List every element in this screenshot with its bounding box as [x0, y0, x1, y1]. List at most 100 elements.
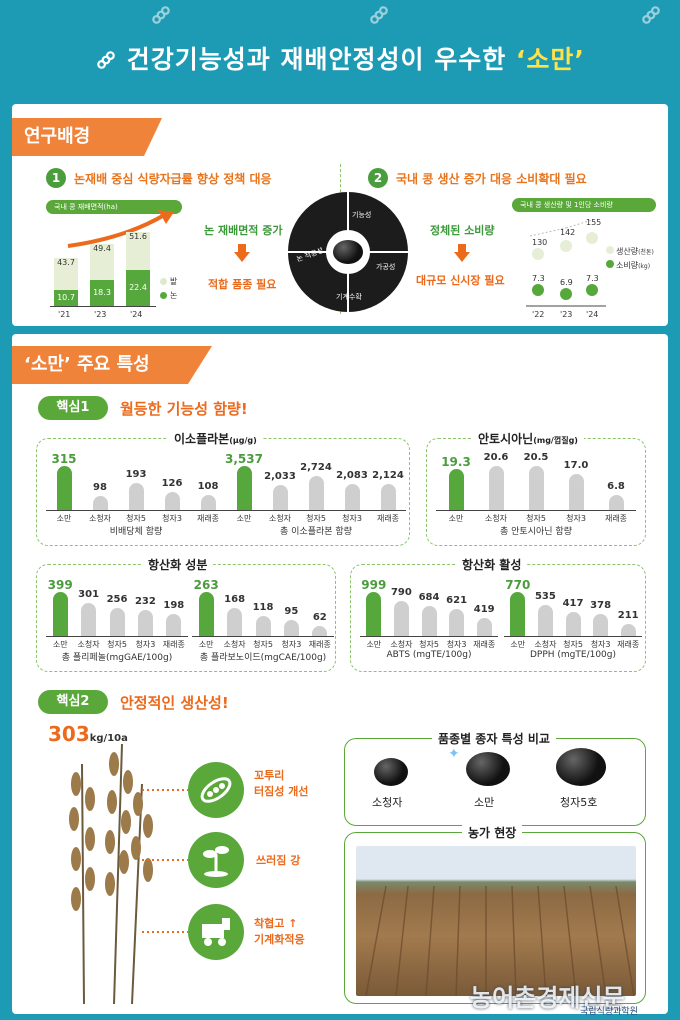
bar — [166, 614, 182, 636]
legend-dot — [160, 278, 167, 285]
soybean-pod-icon — [152, 6, 170, 24]
down-arrow-icon — [234, 244, 250, 262]
bar-value: 2,033 — [264, 470, 296, 482]
chart-subtitle: 총 폴리페놀(mgGAE/100g) — [61, 653, 173, 663]
bar-value: 108 — [197, 480, 219, 492]
bar-category: 소청자 — [268, 514, 292, 523]
bar-category: 재래종 — [617, 640, 640, 649]
bar — [200, 494, 216, 510]
bar — [236, 466, 252, 510]
bar-category: 소만 — [236, 514, 252, 523]
bar — [510, 592, 526, 636]
bar-value: 684 — [418, 591, 440, 603]
pod-icon — [188, 762, 244, 818]
bar — [537, 605, 553, 636]
bar-category: 청자3 — [590, 640, 611, 649]
bar-category: 소청자 — [223, 640, 246, 649]
bar-category: 재래종 — [308, 640, 331, 649]
bar — [81, 602, 97, 636]
bar-value: 3,537 — [225, 452, 263, 466]
bar-category: 소청자 — [390, 640, 413, 649]
bar-category: 소청자 — [534, 640, 557, 649]
item-heading: 논재배 중심 식량자급률 향상 정책 대응 — [74, 172, 272, 186]
x-axis — [360, 636, 498, 637]
soybean-pod-icon — [642, 6, 660, 24]
legend-name: 생산량 — [616, 247, 639, 256]
bar-category: 청자3 — [566, 514, 586, 523]
seed-cheongja5 — [556, 748, 606, 786]
chart-header: 국내 콩 생산량 및 1인당 소비량 — [512, 198, 656, 212]
point-text: 적합 품종 필요 — [208, 278, 277, 291]
box-title-text: 안토시아닌 — [478, 432, 534, 446]
bar — [421, 605, 437, 636]
act-chart: 999 소만 790 소청자 684 청자5 621 청자3 419 재래종 ABTS (mgTE/… — [356, 574, 644, 660]
feature-label: 착협고 ↑ 기계화적응 — [254, 917, 305, 946]
bar — [308, 476, 324, 510]
section-tag: 연구배경 — [12, 118, 162, 156]
bar-value: 232 — [134, 596, 156, 608]
bar — [227, 607, 243, 636]
bar — [448, 468, 464, 510]
bar-value: 301 — [78, 588, 100, 600]
x-axis — [436, 510, 636, 511]
year-label: '21 — [58, 310, 71, 319]
four-trait-circle: 기능성 논 적응성 가공성 기계수확 — [288, 192, 408, 312]
bar-value: 198 — [163, 600, 185, 612]
legend-dot — [160, 292, 167, 299]
bar-category: 소만 — [198, 640, 214, 649]
x-axis — [192, 636, 334, 637]
box-title-text: 이소플라본 — [174, 432, 230, 446]
bar-value: 62 — [312, 611, 327, 623]
bar-value: 2,724 — [300, 462, 332, 474]
bar — [608, 495, 624, 510]
bar-category: 소만 — [510, 640, 526, 649]
bar — [56, 466, 72, 510]
box-title: 항산화 활성 — [456, 556, 528, 573]
bar-value: 98 — [93, 482, 107, 494]
bar — [283, 620, 299, 636]
anti-chart: 399 소만 301 소청자 256 청자5 232 청자3 198 재래종 총 폴리페놀(mgGA… — [42, 574, 334, 663]
legend-label: 소비량(kg) — [616, 260, 650, 271]
bar — [109, 607, 125, 636]
bar — [476, 617, 492, 636]
bar — [488, 466, 504, 510]
year-label: '24 — [586, 310, 599, 319]
bar-value: 535 — [534, 591, 556, 603]
prod-value: 142 — [560, 228, 576, 237]
bar — [137, 610, 153, 636]
bar-lower: 22.4 — [126, 270, 150, 306]
antho-chart: 19.3 소만 20.6 소청자 20.5 청자5 17.0 청자3 6.8 재래종 총 안토시아닌… — [432, 448, 642, 537]
yield-unit: kg/10a — [89, 733, 128, 744]
bar — [449, 608, 465, 636]
bar-category: 소청자 — [77, 640, 100, 649]
bar-category: 청자3 — [342, 514, 362, 523]
bar-category: 소청자 — [88, 514, 112, 523]
watermark: 농어촌경제신문 — [470, 984, 625, 1012]
box-title: 품종별 종자 특성 비교 — [432, 730, 556, 747]
production-consumption-chart — [526, 219, 614, 307]
bar-category: 청자5 — [253, 640, 273, 649]
point-text: 대규모 신시장 필요 — [416, 274, 505, 287]
core-pill: 핵심1 — [38, 396, 108, 420]
cons-value: 7.3 — [532, 274, 545, 283]
bar-value: 2,124 — [372, 469, 404, 481]
bar-lower: 18.3 — [90, 280, 114, 306]
bar-value: 399 — [47, 578, 73, 592]
bar-upper: 49.4 — [90, 244, 114, 280]
bar — [380, 483, 396, 510]
cons-value: 6.9 — [560, 278, 573, 287]
bar-value: 20.5 — [523, 452, 549, 464]
bar — [344, 484, 360, 510]
sprout-icon — [188, 832, 244, 888]
bar-category: 청자5 — [126, 514, 146, 523]
cons-value: 7.3 — [586, 274, 599, 283]
x-axis — [226, 510, 406, 511]
item-number: 2 — [368, 168, 388, 188]
point-text: 논 재배면적 증가 — [204, 224, 283, 237]
prod-value: 130 — [532, 238, 548, 247]
bar — [366, 592, 382, 636]
seed-soccheongja — [374, 758, 408, 786]
feature-label: 쓰러짐 강 — [256, 854, 301, 867]
trait-label: 논 적응성 — [295, 246, 325, 264]
